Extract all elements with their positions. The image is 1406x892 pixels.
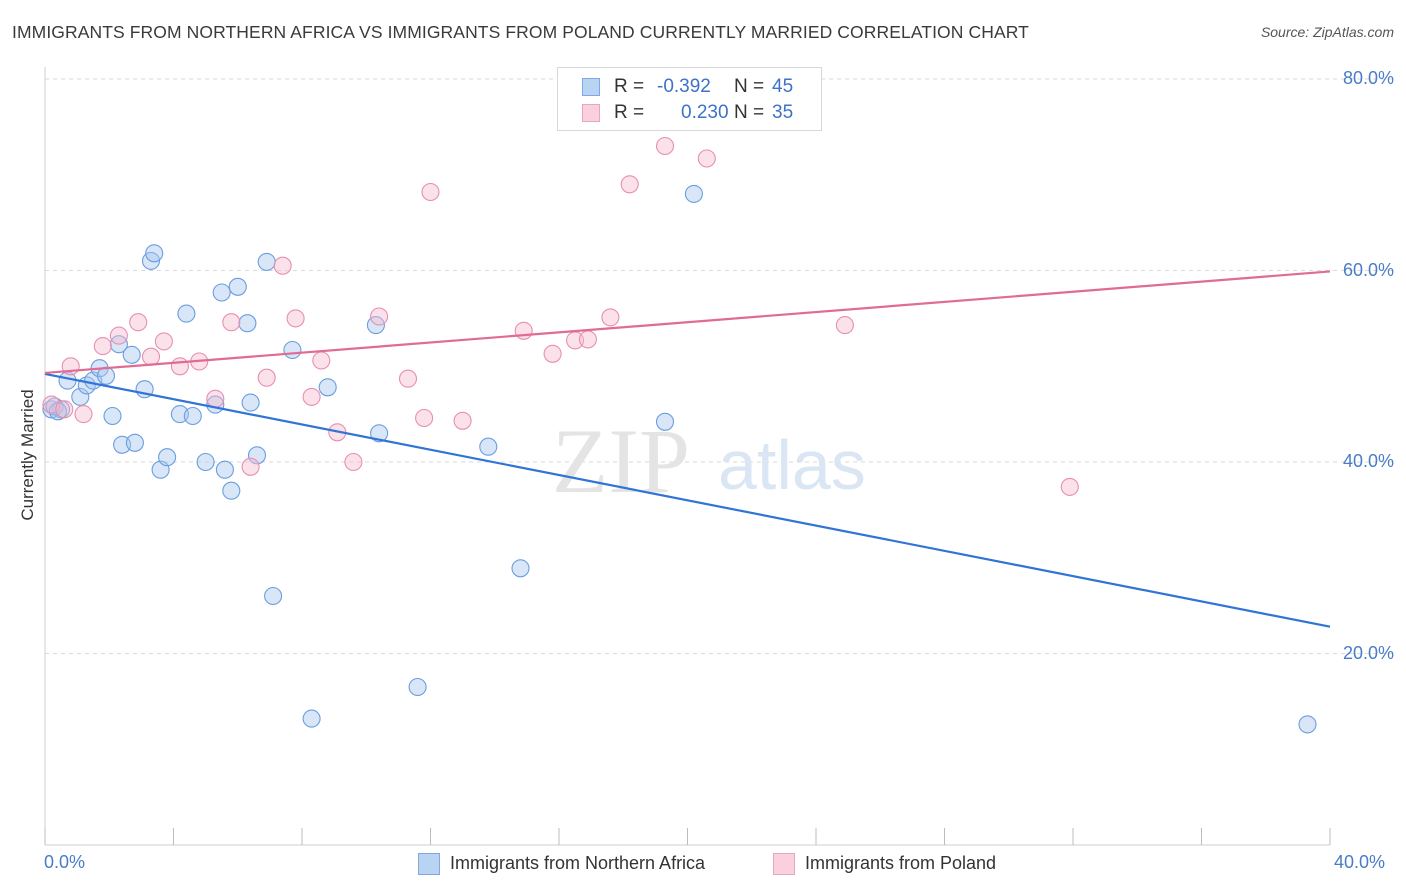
- point-poland: [543, 344, 562, 363]
- stats-r-label: R =: [614, 76, 645, 97]
- point-poland: [129, 313, 148, 332]
- y-tick-label: 40.0%: [1342, 451, 1394, 471]
- point-poland: [302, 387, 321, 406]
- point-poland: [398, 369, 418, 388]
- legend-label: Immigrants from Northern Africa: [450, 853, 706, 873]
- trend-layer: [44, 270, 1331, 628]
- point-northern-africa: [177, 304, 196, 323]
- point-poland: [415, 408, 434, 428]
- point-poland: [154, 332, 173, 351]
- x-tick-label-min: 0.0%: [44, 852, 86, 872]
- point-poland: [74, 405, 93, 424]
- point-northern-africa: [196, 452, 215, 472]
- y-tick-label: 60.0%: [1342, 259, 1394, 280]
- point-northern-africa: [103, 406, 122, 426]
- stats-r-value: -0.392: [657, 76, 711, 97]
- point-northern-africa: [183, 406, 202, 426]
- legend-label: Immigrants from Poland: [805, 853, 997, 873]
- point-poland: [620, 175, 639, 194]
- point-poland: [206, 389, 225, 408]
- y-tick-label: 20.0%: [1342, 642, 1394, 663]
- point-poland: [93, 337, 112, 356]
- point-poland: [344, 452, 363, 472]
- point-northern-africa: [222, 481, 241, 500]
- point-northern-africa: [238, 314, 257, 333]
- point-poland: [273, 256, 292, 275]
- point-poland: [655, 136, 675, 156]
- stats-n-label: N =: [734, 102, 765, 123]
- point-northern-africa: [283, 340, 302, 360]
- point-northern-africa: [241, 393, 260, 412]
- trend-line-northern-africa: [44, 372, 1331, 628]
- point-northern-africa: [48, 402, 67, 421]
- chart-title: IMMIGRANTS FROM NORTHERN AFRICA VS IMMIG…: [12, 22, 1029, 42]
- point-northern-africa: [247, 446, 267, 465]
- point-northern-africa: [228, 277, 247, 296]
- point-poland: [55, 400, 74, 419]
- point-northern-africa: [479, 437, 498, 456]
- stats-r-value: 0.230: [681, 102, 729, 123]
- point-poland: [141, 347, 161, 366]
- point-northern-africa: [122, 345, 141, 364]
- point-poland: [453, 411, 472, 430]
- stats-r-label: R =: [614, 102, 645, 123]
- source-label: Source: ZipAtlas.com: [1260, 24, 1394, 40]
- y-tick-label: 80.0%: [1342, 68, 1394, 88]
- point-northern-africa: [71, 387, 90, 406]
- point-poland: [222, 313, 241, 332]
- watermark-zip: ZIP: [552, 410, 690, 512]
- stats-n-value: 35: [772, 102, 794, 123]
- point-poland: [697, 149, 716, 168]
- point-northern-africa: [212, 283, 231, 302]
- point-poland: [286, 309, 305, 328]
- point-poland: [170, 357, 189, 376]
- x-tick-label-max: 40.0%: [1334, 852, 1386, 872]
- point-poland: [257, 368, 276, 387]
- legend-swatch-blue: [418, 853, 440, 875]
- point-northern-africa: [42, 400, 61, 419]
- trend-line-poland: [44, 270, 1331, 375]
- watermark: ZIP atlas: [552, 410, 866, 512]
- point-northern-africa: [158, 448, 177, 467]
- point-poland: [312, 351, 331, 370]
- stats-swatch-blue: [582, 78, 600, 96]
- point-northern-africa: [408, 677, 427, 697]
- point-northern-africa: [684, 184, 703, 203]
- point-poland: [421, 182, 440, 202]
- point-poland: [835, 316, 854, 335]
- stats-swatch-pink: [582, 104, 600, 122]
- point-poland: [578, 330, 597, 349]
- point-poland: [241, 457, 260, 476]
- legend-swatch-pink: [773, 853, 795, 875]
- point-northern-africa: [125, 433, 144, 452]
- point-northern-africa: [1298, 715, 1317, 734]
- stats-box: R = -0.392 N = 45 R = 0.230 N = 35: [557, 67, 822, 131]
- stats-n-label: N =: [734, 76, 765, 97]
- point-northern-africa: [96, 366, 116, 385]
- point-northern-africa: [264, 586, 283, 606]
- point-poland: [601, 308, 620, 327]
- points-layer: [42, 136, 1317, 734]
- axis-layer: [44, 67, 1331, 846]
- y-axis-label: Currently Married: [18, 389, 37, 521]
- point-northern-africa: [257, 252, 276, 271]
- point-poland: [1060, 477, 1079, 496]
- point-northern-africa: [511, 559, 530, 578]
- point-northern-africa: [370, 424, 389, 443]
- point-northern-africa: [655, 412, 675, 431]
- point-poland: [370, 307, 389, 326]
- grid-layer: [45, 78, 1392, 654]
- stats-n-value: 45: [772, 76, 794, 97]
- point-northern-africa: [302, 709, 321, 728]
- point-poland: [514, 321, 533, 340]
- watermark-atlas: atlas: [718, 426, 866, 504]
- point-poland: [109, 326, 128, 345]
- point-northern-africa: [318, 378, 337, 397]
- point-northern-africa: [215, 460, 234, 479]
- point-northern-africa: [145, 244, 164, 263]
